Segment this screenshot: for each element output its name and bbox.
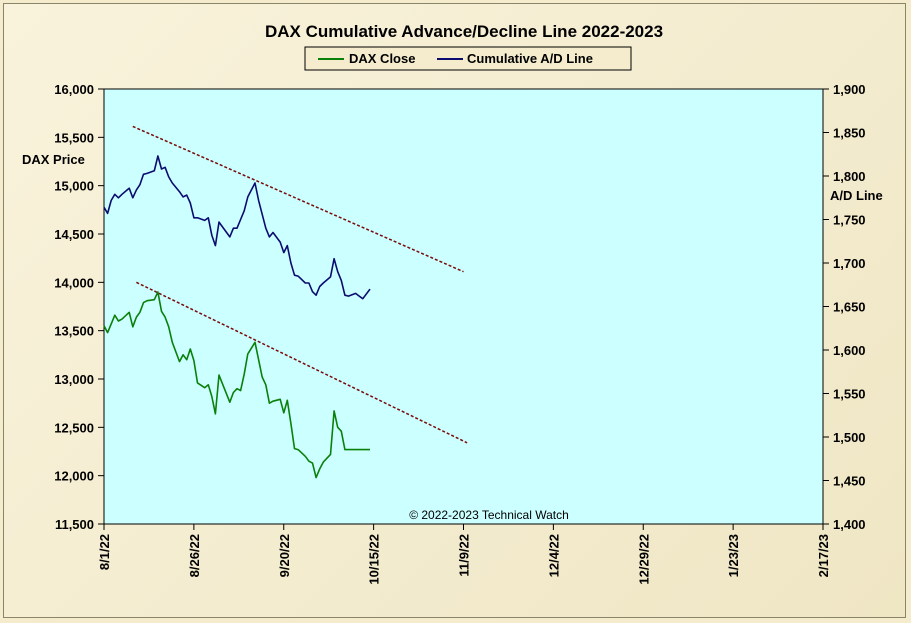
trendline-ad [132, 125, 464, 273]
plot-area [103, 88, 824, 525]
x-tick-label: 8/26/22 [187, 534, 202, 577]
right-tick-label: 1,650 [833, 300, 866, 315]
x-tick-label: 2/17/23 [816, 534, 831, 577]
left-tick-label: 11,500 [55, 517, 94, 532]
x-tick-label: 11/9/22 [457, 534, 472, 577]
legend-box [304, 46, 632, 71]
cumulative-ad-line [103, 155, 371, 300]
left-tick-label: 15,000 [54, 179, 94, 194]
trendline-dax [136, 281, 468, 444]
trendlines [132, 125, 468, 444]
left-tick-label: 14,000 [54, 275, 94, 290]
series-lines [103, 155, 371, 479]
right-tick-label: 1,800 [833, 169, 866, 184]
left-tick-label: 16,000 [54, 82, 94, 97]
right-tick-label: 1,450 [833, 474, 866, 489]
x-axis: 8/1/22 8/26/22 9/20/22 10/15/22 11/9/22 12/4/… [97, 524, 831, 585]
right-tick-label: 1,850 [833, 126, 866, 141]
legend-dax-label: DAX Close [349, 51, 415, 66]
right-tick-label: 1,600 [833, 343, 866, 358]
right-tick-label: 1,900 [833, 82, 866, 97]
legend: DAX Close Cumulative A/D Line [304, 46, 632, 71]
right-axis: 1,400 1,450 1,500 1,550 1,600 1,650 1,700 1,750… [823, 82, 866, 532]
right-axis-label: A/D Line [830, 188, 883, 203]
copyright-note: © 2022-2023 Technical Watch [409, 508, 569, 522]
x-tick-label: 1/23/23 [726, 534, 741, 577]
x-tick-label: 8/1/22 [97, 534, 112, 570]
left-tick-label: 12,500 [54, 420, 94, 435]
left-axis: 11,500 12,000 12,500 13,000 13,500 14,000 14,5… [54, 82, 104, 532]
chart-title: DAX Cumulative Advance/Decline Line 2022… [265, 22, 663, 41]
left-tick-label: 13,500 [54, 324, 94, 339]
legend-ad-label: Cumulative A/D Line [467, 51, 593, 66]
right-tick-label: 1,700 [833, 256, 866, 271]
left-tick-label: 15,500 [54, 130, 94, 145]
x-tick-label: 10/15/22 [367, 534, 382, 585]
left-axis-label: DAX Price [22, 152, 85, 167]
dax-close-line [103, 291, 370, 479]
right-tick-label: 1,750 [833, 213, 866, 228]
right-tick-label: 1,400 [833, 517, 866, 532]
x-tick-label: 12/29/22 [636, 534, 651, 585]
left-tick-label: 13,000 [54, 372, 94, 387]
right-tick-label: 1,500 [833, 430, 866, 445]
right-tick-label: 1,550 [833, 387, 866, 402]
left-tick-label: 14,500 [54, 227, 94, 242]
left-tick-label: 12,000 [54, 469, 94, 484]
x-tick-label: 12/4/22 [546, 534, 561, 577]
x-tick-label: 9/20/22 [277, 534, 292, 577]
